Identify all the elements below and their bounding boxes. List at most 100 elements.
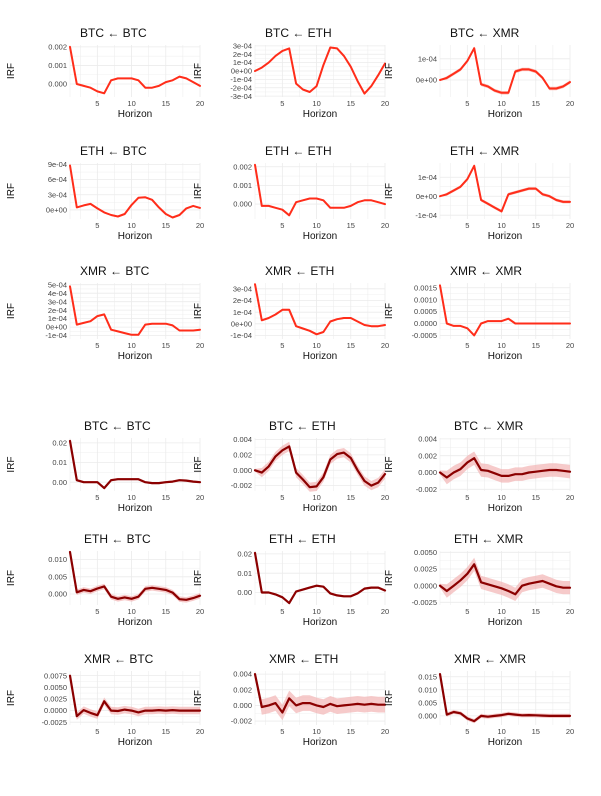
confidence-band xyxy=(255,552,385,605)
y-axis-label: IRF xyxy=(6,303,17,319)
y-tick-label: 0.0000 xyxy=(44,706,67,715)
x-tick-label: 20 xyxy=(381,99,389,108)
x-tick-label: 5 xyxy=(465,341,469,350)
panel-bottom-btc-from-xmr: 5 10 15 20 -0.002 0.000 0.002 0.004 BTC ← XMR Hor… xyxy=(384,419,574,514)
x-tick-label: 10 xyxy=(497,99,505,108)
y-axis-label: IRF xyxy=(384,303,395,319)
y-tick-label: 0e+00 xyxy=(416,76,437,85)
irf-line xyxy=(439,47,571,94)
y-axis-label: IRF xyxy=(384,570,395,586)
irf-line xyxy=(438,672,572,723)
y-tick-label: 1e-04 xyxy=(418,54,437,63)
panel-title: XMR ← ETH xyxy=(265,264,334,278)
panel-top-btc-from-eth: 5 10 15 20 -3e-04-2e-04-1e-040e+001e-042e-04… xyxy=(193,26,389,120)
y-axis-label: IRF xyxy=(6,456,17,472)
x-tick-label: 20 xyxy=(381,493,389,502)
y-tick-label: 0.0015 xyxy=(414,283,437,292)
x-tick-label: 10 xyxy=(497,727,505,736)
irf-line xyxy=(68,674,202,718)
y-tick-label: 0.004 xyxy=(233,670,252,679)
x-tick-label: 5 xyxy=(465,727,469,736)
x-tick-label: 10 xyxy=(497,341,505,350)
panel-top-btc-from-btc: 5 10 15 20 0.000 0.001 0.002 BTC ← BTC Horizon IR… xyxy=(6,26,204,120)
panel-title: ETH ← XMR xyxy=(454,532,524,546)
y-tick-label: 0.0025 xyxy=(414,565,437,574)
x-tick-label: 10 xyxy=(312,341,320,350)
y-tick-label: 0.000 xyxy=(233,466,252,475)
y-tick-label: 0.000 xyxy=(48,590,67,599)
panel-bottom-btc-from-eth: 5 10 15 20 -0.002 0.000 0.002 0.004 BTC ← ETH Hor… xyxy=(193,419,389,514)
x-axis-label: Horizon xyxy=(488,503,522,514)
panel-top-eth-from-eth: 5 10 15 20 0.000 0.001 0.002 ETH ← ETH Horizon IR… xyxy=(193,144,389,242)
panel-top-xmr-from-eth: 5 10 15 20 -1e-04 0e+00 1e-04 2e-04 3e-04 XMR ← E… xyxy=(193,264,389,362)
x-tick-label: 15 xyxy=(347,607,355,616)
x-axis-label: Horizon xyxy=(303,231,337,242)
x-tick-label: 5 xyxy=(95,341,99,350)
irf-line xyxy=(253,672,387,714)
irf-line xyxy=(253,551,387,605)
x-tick-label: 20 xyxy=(381,607,389,616)
y-tick-label: 0e+00 xyxy=(416,192,437,201)
y-tick-label: -0.0025 xyxy=(412,598,437,607)
y-axis-label: IRF xyxy=(384,690,395,706)
x-tick-label: 20 xyxy=(566,221,574,230)
y-axis-label: IRF xyxy=(193,183,204,199)
x-tick-label: 5 xyxy=(95,221,99,230)
x-tick-label: 5 xyxy=(465,99,469,108)
panel-title: ETH ← BTC xyxy=(80,144,147,158)
y-tick-label: 0.002 xyxy=(418,451,437,460)
x-tick-label: 10 xyxy=(312,99,320,108)
x-tick-label: 10 xyxy=(497,493,505,502)
confidence-band xyxy=(440,46,570,95)
irf-line xyxy=(68,439,202,490)
confidence-band xyxy=(255,671,385,721)
y-tick-label: 0e+00 xyxy=(46,206,67,215)
y-tick-label: 0.0000 xyxy=(414,319,437,328)
irf-line xyxy=(69,164,201,219)
irf-line xyxy=(439,164,571,213)
x-tick-label: 15 xyxy=(347,341,355,350)
y-tick-label: 0.010 xyxy=(48,555,67,564)
x-tick-label: 10 xyxy=(127,221,135,230)
x-axis-label: Horizon xyxy=(488,737,522,748)
y-tick-label: -1e-04 xyxy=(45,331,67,340)
y-tick-label: -0.0005 xyxy=(412,331,437,340)
y-tick-label: 9e-04 xyxy=(48,160,67,169)
x-tick-label: 15 xyxy=(532,493,540,502)
irf-line xyxy=(438,457,572,479)
x-tick-label: 15 xyxy=(162,493,170,502)
y-axis-label: IRF xyxy=(6,63,17,79)
y-tick-label: -0.002 xyxy=(231,481,252,490)
y-axis-label: IRF xyxy=(384,63,395,79)
y-tick-label: 0.004 xyxy=(418,434,437,443)
y-axis-label: IRF xyxy=(6,570,17,586)
x-tick-label: 5 xyxy=(280,607,284,616)
x-tick-label: 10 xyxy=(127,341,135,350)
x-axis-label: Horizon xyxy=(303,351,337,362)
y-tick-label: -1e-04 xyxy=(415,211,437,220)
panel-bottom-eth-from-btc: 5 10 15 20 0.000 0.005 0.010 ETH ← BTC Horizon IR… xyxy=(6,532,204,628)
x-tick-label: 15 xyxy=(162,607,170,616)
x-tick-label: 10 xyxy=(312,727,320,736)
x-axis-label: Horizon xyxy=(303,737,337,748)
panel-title: XMR ← XMR xyxy=(450,264,522,278)
y-tick-label: 0.000 xyxy=(233,701,252,710)
y-axis-label: IRF xyxy=(193,63,204,79)
x-tick-label: 5 xyxy=(95,99,99,108)
y-axis-label: IRF xyxy=(6,690,17,706)
confidence-band xyxy=(70,674,200,720)
x-tick-label: 5 xyxy=(280,99,284,108)
x-axis-label: Horizon xyxy=(488,351,522,362)
panel-top-btc-from-xmr: 5 10 15 20 0e+00 1e-04 BTC ← XMR Horizon IRF xyxy=(384,26,574,120)
x-axis-label: Horizon xyxy=(303,503,337,514)
x-tick-label: 15 xyxy=(347,727,355,736)
x-axis-label: Horizon xyxy=(118,351,152,362)
panel-title: ETH ← BTC xyxy=(84,532,151,546)
y-tick-label: 1e-04 xyxy=(233,58,252,67)
irf-line xyxy=(253,445,387,489)
y-axis-label: IRF xyxy=(384,183,395,199)
confidence-band xyxy=(255,283,385,336)
x-tick-label: 10 xyxy=(312,607,320,616)
x-axis-label: Horizon xyxy=(118,503,152,514)
